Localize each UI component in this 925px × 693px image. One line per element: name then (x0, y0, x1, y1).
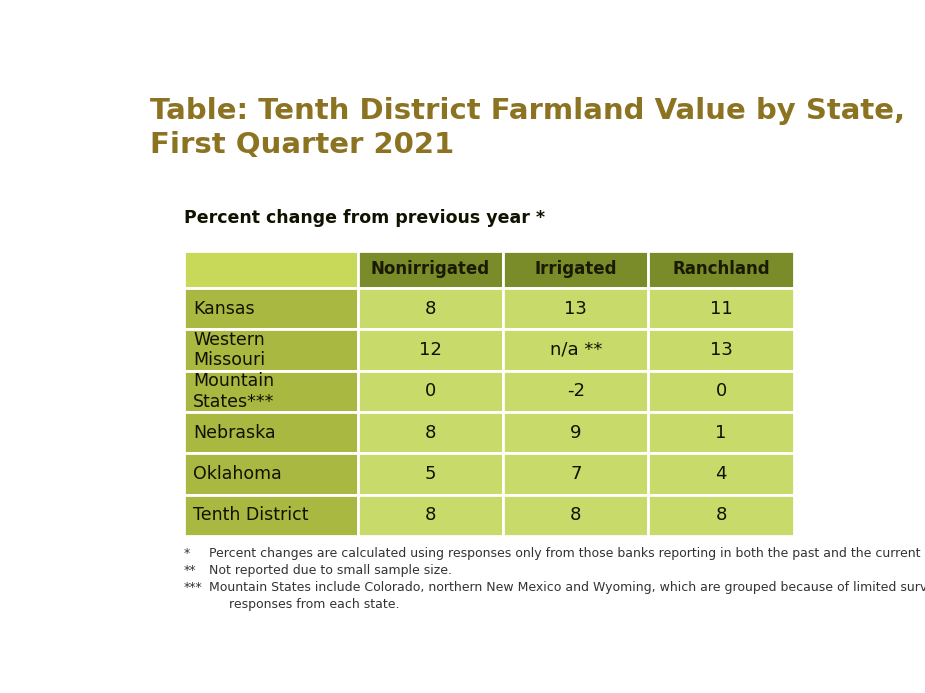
Bar (358, 453, 503, 495)
Bar (503, 251, 648, 288)
Bar (648, 412, 794, 453)
Bar (648, 371, 794, 412)
Bar (358, 371, 503, 412)
Text: 8: 8 (570, 507, 582, 525)
Bar (358, 251, 503, 288)
Bar (358, 288, 503, 329)
Bar (358, 495, 503, 536)
Text: 8: 8 (425, 299, 437, 317)
Bar (648, 453, 794, 495)
Text: *: * (184, 547, 190, 560)
Bar (648, 251, 794, 288)
Bar (358, 329, 503, 371)
Text: 0: 0 (715, 383, 727, 401)
Text: 13: 13 (709, 341, 733, 359)
Bar (503, 288, 648, 329)
Text: 8: 8 (425, 507, 437, 525)
Text: Percent changes are calculated using responses only from those banks reporting i: Percent changes are calculated using res… (209, 547, 925, 560)
Text: Percent change from previous year *: Percent change from previous year * (184, 209, 545, 227)
Bar (184, 453, 358, 495)
Bar (184, 251, 358, 288)
Bar (358, 412, 503, 453)
Text: 11: 11 (709, 299, 733, 317)
Bar (184, 329, 358, 371)
Text: Nebraska: Nebraska (193, 423, 276, 441)
Bar (648, 329, 794, 371)
Text: Nonirrigated: Nonirrigated (371, 261, 490, 279)
Text: Ranchland: Ranchland (672, 261, 770, 279)
Text: 13: 13 (564, 299, 587, 317)
Text: Not reported due to small sample size.: Not reported due to small sample size. (209, 563, 451, 577)
Text: Tenth District: Tenth District (193, 507, 309, 525)
Text: 0: 0 (425, 383, 436, 401)
Text: Kansas: Kansas (193, 299, 254, 317)
Text: Oklahoma: Oklahoma (193, 465, 282, 483)
Text: Western
Missouri: Western Missouri (193, 331, 265, 369)
Text: n/a **: n/a ** (549, 341, 602, 359)
Text: 7: 7 (570, 465, 582, 483)
Text: 5: 5 (425, 465, 437, 483)
Text: 1: 1 (715, 423, 727, 441)
Bar (184, 495, 358, 536)
Text: 4: 4 (715, 465, 727, 483)
Bar (503, 453, 648, 495)
Bar (503, 412, 648, 453)
Text: Irrigated: Irrigated (535, 261, 617, 279)
Text: 8: 8 (715, 507, 727, 525)
Bar (184, 288, 358, 329)
Bar (503, 495, 648, 536)
Bar (648, 495, 794, 536)
Text: ***: *** (184, 581, 203, 594)
Text: Table: Tenth District Farmland Value by State,
First Quarter 2021: Table: Tenth District Farmland Value by … (151, 97, 906, 159)
Text: Mountain
States***: Mountain States*** (193, 372, 275, 411)
Text: **: ** (184, 563, 196, 577)
Text: 9: 9 (570, 423, 582, 441)
Bar (503, 371, 648, 412)
Text: 12: 12 (419, 341, 442, 359)
Bar (184, 412, 358, 453)
Text: Mountain States include Colorado, northern New Mexico and Wyoming, which are gro: Mountain States include Colorado, northe… (209, 581, 925, 611)
Bar (503, 329, 648, 371)
Bar (648, 288, 794, 329)
Bar (184, 371, 358, 412)
Text: 8: 8 (425, 423, 437, 441)
Text: -2: -2 (567, 383, 585, 401)
